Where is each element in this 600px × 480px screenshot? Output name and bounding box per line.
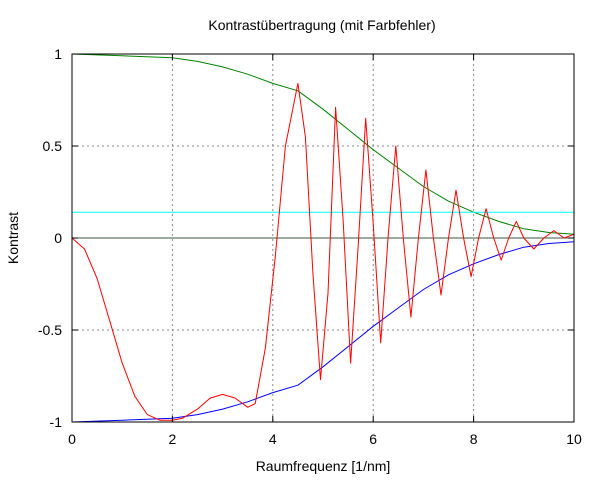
y-axis-title: Kontrast — [5, 212, 21, 264]
x-tick-label: 4 — [269, 431, 277, 447]
y-tick-label: -1 — [50, 414, 63, 430]
chart-title: Kontrastübertragung (mit Farbfehler) — [208, 17, 435, 33]
x-tick-label: 0 — [68, 431, 76, 447]
y-tick-labels: -1 -0.5 0 0.5 1 — [38, 46, 62, 430]
y-tick-label: 0 — [54, 230, 62, 246]
y-tick-label: 0.5 — [43, 138, 63, 154]
series-group — [71, 53, 575, 423]
x-tick-labels: 0 2 4 6 8 10 — [68, 431, 582, 447]
x-tick-label: 6 — [369, 431, 377, 447]
y-tick-label: 1 — [54, 46, 62, 62]
series-line-1 — [71, 241, 575, 423]
x-axis-title: Raumfrequenz [1/nm] — [256, 458, 391, 474]
series-line-3 — [71, 82, 575, 421]
x-tick-label: 2 — [169, 431, 177, 447]
axis-ticks — [71, 53, 575, 423]
x-tick-label: 8 — [470, 431, 478, 447]
y-tick-label: -0.5 — [38, 322, 62, 338]
series-line-0 — [71, 53, 575, 235]
x-tick-label: 10 — [566, 431, 582, 447]
